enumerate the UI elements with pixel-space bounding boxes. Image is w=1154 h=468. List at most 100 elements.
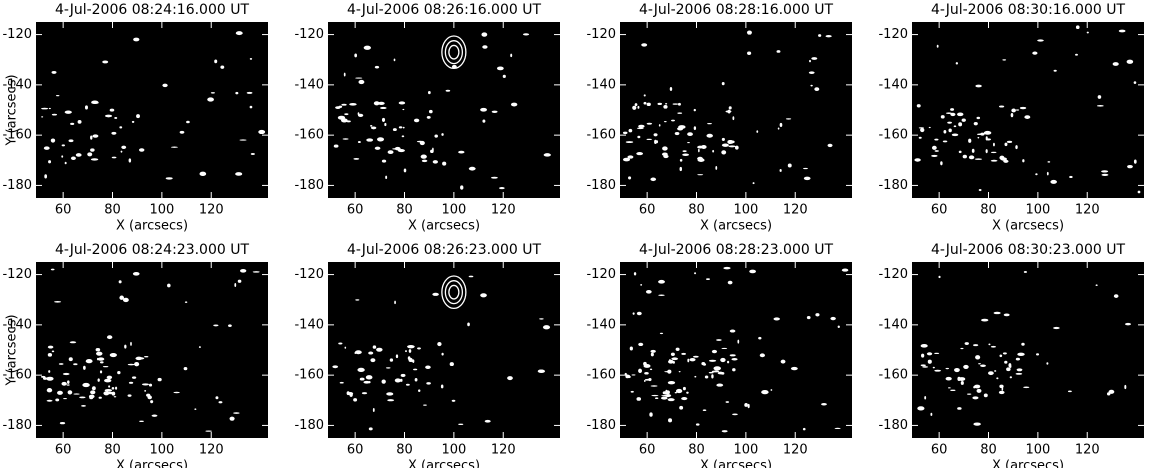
- bright-spot: [951, 133, 959, 137]
- x-tick-label: 60: [347, 443, 364, 458]
- bright-spot: [357, 367, 365, 373]
- bright-spot: [214, 59, 218, 64]
- bright-spot: [423, 404, 427, 406]
- bright-spot: [92, 386, 96, 391]
- bright-spot: [651, 394, 659, 397]
- bright-spot: [677, 112, 683, 114]
- bright-spot: [387, 150, 394, 154]
- bright-spot: [374, 65, 380, 69]
- bright-spot: [377, 137, 385, 142]
- bright-spot: [89, 396, 94, 400]
- bright-spot: [372, 345, 377, 349]
- bright-spot: [42, 377, 48, 380]
- bright-spot: [973, 344, 979, 347]
- bright-spot: [988, 371, 994, 376]
- panel-title: 4-Jul-2006 08:30:23.000 UT: [931, 242, 1126, 258]
- bright-spot: [239, 139, 247, 141]
- bright-spot: [646, 102, 651, 107]
- bright-spot: [717, 371, 724, 375]
- bright-spot: [353, 398, 358, 402]
- bright-spot: [114, 117, 118, 119]
- bright-spot: [964, 342, 969, 345]
- bright-spot: [759, 353, 765, 358]
- bright-spot: [1053, 69, 1057, 72]
- bright-spot: [186, 120, 190, 124]
- bright-spot: [708, 359, 717, 362]
- bright-spot: [66, 384, 70, 386]
- bright-spot: [727, 360, 730, 364]
- bright-spot: [417, 347, 421, 350]
- bright-spot: [947, 387, 951, 389]
- bright-spot: [342, 138, 349, 140]
- bright-spot: [1075, 53, 1078, 56]
- bright-spot: [938, 275, 941, 279]
- bright-spot: [706, 133, 713, 138]
- panel-title: 4-Jul-2006 08:24:23.000 UT: [55, 242, 250, 258]
- bright-spot: [803, 176, 811, 181]
- bright-spot: [697, 145, 704, 149]
- bright-spot: [631, 374, 636, 376]
- bright-spot: [721, 347, 728, 350]
- bright-spot: [672, 103, 679, 105]
- y-tick-label: -180: [294, 178, 324, 193]
- bright-spot: [1067, 390, 1072, 393]
- bright-spot: [370, 126, 377, 130]
- x-tick-label: 80: [396, 203, 413, 218]
- bright-spot: [643, 379, 646, 383]
- bright-spot: [51, 113, 58, 116]
- bright-spot: [650, 352, 654, 357]
- bright-spot: [657, 102, 663, 106]
- bright-spot: [644, 378, 651, 381]
- bright-spot: [387, 399, 395, 402]
- bright-spot: [167, 283, 171, 288]
- bright-spot: [82, 382, 90, 388]
- x-tick-label: 120: [783, 443, 808, 458]
- bright-spot: [393, 58, 396, 62]
- bright-spot: [827, 143, 833, 148]
- bright-spot: [687, 141, 690, 144]
- bright-spot: [441, 352, 444, 356]
- bright-spot: [643, 101, 647, 105]
- bright-spot: [398, 126, 403, 129]
- bright-spot: [131, 376, 137, 379]
- x-tick-label: 60: [639, 443, 656, 458]
- bright-spot: [357, 140, 361, 144]
- bright-spot: [87, 152, 93, 157]
- bright-spot: [99, 370, 103, 374]
- bright-spot: [682, 153, 689, 156]
- bright-spot: [111, 387, 115, 390]
- bright-spot: [135, 356, 143, 361]
- image-frame: [620, 22, 852, 198]
- bright-spot: [968, 138, 972, 143]
- bright-spot: [661, 396, 668, 400]
- bright-spot: [934, 369, 942, 372]
- x-axis-label: X (arcsecs): [700, 459, 772, 468]
- bright-spot: [770, 389, 773, 391]
- bright-spot: [102, 60, 109, 64]
- bright-spot: [679, 166, 683, 172]
- y-tick-label: -160: [586, 128, 616, 143]
- bright-spot: [662, 146, 668, 151]
- bright-spot: [103, 391, 110, 396]
- bright-spot: [689, 358, 696, 362]
- bright-spot: [1133, 159, 1137, 164]
- bright-spot: [973, 121, 978, 126]
- bright-spot: [68, 357, 73, 362]
- bright-spot: [940, 115, 945, 119]
- bright-spot: [162, 83, 168, 88]
- bright-spot: [934, 138, 939, 141]
- bright-spot: [1019, 106, 1027, 110]
- bright-spot: [106, 375, 113, 380]
- bright-spot: [1036, 353, 1040, 356]
- bright-spot: [985, 149, 988, 154]
- bright-spot: [64, 110, 72, 114]
- bright-spot: [394, 300, 396, 305]
- bright-spot: [721, 143, 729, 147]
- y-axis-label: Y (arcsecs): [5, 74, 20, 146]
- bright-spot: [945, 112, 952, 115]
- bright-spot: [1015, 109, 1020, 111]
- bright-spot: [668, 359, 674, 364]
- bright-spot: [432, 292, 439, 296]
- bright-spot: [354, 53, 358, 58]
- bright-spot: [628, 176, 632, 180]
